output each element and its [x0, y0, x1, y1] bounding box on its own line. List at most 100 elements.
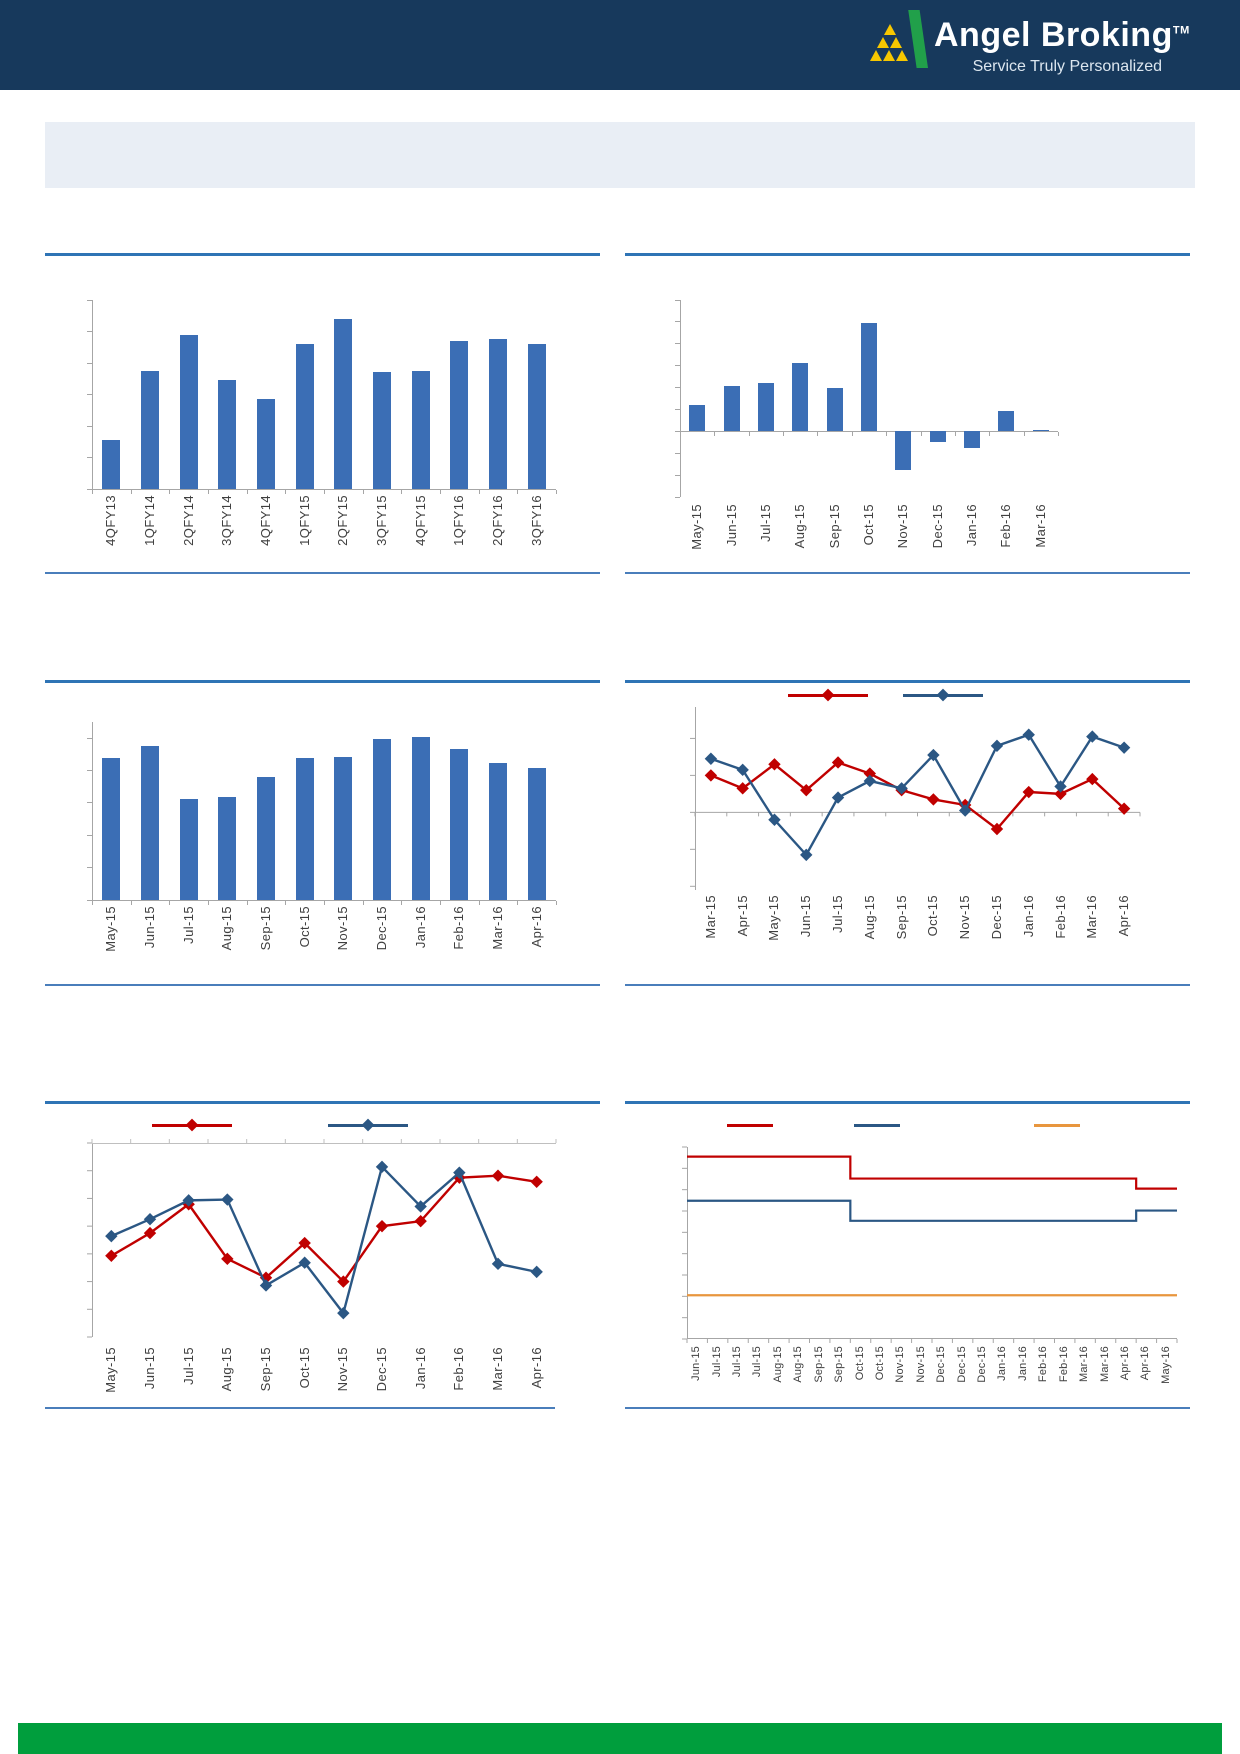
y-axis-tick — [675, 452, 680, 454]
exhibit-title-underline — [45, 1101, 600, 1104]
bar — [527, 767, 546, 900]
x-axis-label: Aug-15 — [219, 906, 235, 951]
x-axis-label: Mar-15 — [702, 895, 718, 939]
x-axis-tick — [324, 490, 325, 494]
x-axis-label: Mar-16 — [490, 906, 505, 950]
x-axis-label: Sep-15 — [893, 895, 909, 940]
y-axis-tick — [675, 321, 680, 323]
x-axis-label: 1QFY16 — [451, 495, 467, 546]
x-axis-label: Apr-16 — [528, 906, 544, 948]
x-axis-tick — [851, 432, 853, 437]
logo-triangle-icon — [883, 50, 895, 61]
bar — [861, 322, 877, 432]
x-axis-label: Feb-16 — [451, 906, 467, 950]
x-axis-label: Feb-16 — [451, 1347, 467, 1391]
x-axis-label: Dec-15 — [955, 1346, 968, 1383]
bar — [450, 340, 469, 489]
x-axis-tick — [440, 901, 441, 905]
exhibit-title-underline — [45, 680, 600, 683]
legend-line — [1034, 1124, 1080, 1127]
exhibit-section-monthly-bar: May-15 Jun-15 Jul-15 Aug-15 Sep-15 Oct-15 Nov-… — [45, 680, 600, 992]
x-axis-label: Nov-15 — [957, 895, 973, 940]
summary-banner — [45, 122, 1195, 188]
x-axis-tick — [714, 432, 716, 437]
y-axis-tick — [675, 474, 680, 476]
source-separator-line — [45, 1407, 555, 1409]
bar — [295, 344, 314, 489]
x-axis-label: Dec-15 — [935, 1346, 948, 1383]
x-axis-tick — [208, 901, 209, 905]
x-axis-label: 4QFY14 — [258, 495, 273, 546]
x-axis-label: May-15 — [103, 906, 119, 952]
y-axis-tick — [675, 496, 680, 498]
x-axis-label: Mar-16 — [1098, 1346, 1111, 1383]
chart-legend — [45, 1118, 600, 1132]
chart-canvas — [87, 1139, 557, 1338]
x-axis-label: Nov-15 — [914, 1346, 927, 1383]
x-axis-label: May-15 — [103, 1347, 119, 1393]
x-axis-label: Oct-15 — [853, 1346, 866, 1381]
bar — [334, 318, 353, 489]
x-axis-label: Apr-16 — [1139, 1346, 1152, 1381]
x-axis-label: Jun-15 — [798, 895, 814, 938]
logo-triangle-icon — [890, 37, 902, 48]
x-axis-label: Apr-16 — [1118, 1346, 1131, 1381]
x-axis-tick — [748, 432, 750, 437]
bar — [257, 776, 275, 900]
x-axis-label: Aug-15 — [792, 504, 808, 549]
bar — [218, 796, 237, 900]
bar — [334, 756, 353, 900]
x-axis — [680, 431, 1058, 433]
bar — [964, 431, 981, 448]
x-axis-label: 3QFY14 — [219, 495, 235, 546]
y-axis-tick — [87, 899, 92, 901]
x-axis-label: Oct-15 — [296, 1347, 312, 1389]
x-axis-label: Aug-15 — [771, 1346, 784, 1383]
exhibit-section-dual-line: Mar-15 Apr-15 May-15 Jun-15 Jul-15 Aug-15 Sep-… — [625, 680, 1190, 992]
chart-canvas — [690, 707, 1141, 890]
bar — [723, 386, 740, 432]
exhibit-section-quarterly-bar: 4QFY13 1QFY14 2QFY14 3QFY14 4QFY14 1QFY15 2QFY… — [45, 253, 600, 588]
quarterly-bar-chart — [87, 299, 557, 494]
x-axis-labels: May-15 Jun-15 Jul-15 Aug-15 Sep-15 Oct-15 Nov-… — [92, 1345, 556, 1405]
x-axis-label: Sep-15 — [826, 504, 842, 549]
y-axis-tick — [87, 362, 92, 364]
x-axis-label: 1QFY14 — [142, 495, 157, 546]
exhibit-title-underline — [625, 680, 1190, 683]
bar — [450, 748, 469, 900]
exhibit-section-monthly-bar-posneg: May-15 Jun-15 Jul-15 Aug-15 Sep-15 Oct-15 Nov-… — [625, 253, 1190, 588]
x-axis-label: Jul-15 — [751, 1346, 764, 1378]
x-axis-label: Mar-16 — [490, 1347, 505, 1391]
x-axis-label: Nov-15 — [894, 1346, 907, 1383]
x-axis — [92, 900, 556, 901]
exhibit-title-underline — [625, 1101, 1190, 1104]
brand-name: Angel BrokingTM — [934, 16, 1190, 54]
x-axis-tick — [92, 901, 93, 905]
x-axis-label: Feb-16 — [1057, 1346, 1070, 1383]
y-axis-tick — [675, 299, 680, 301]
x-axis-label: Apr-16 — [1116, 895, 1132, 937]
bar — [257, 399, 275, 489]
x-axis-tick — [92, 490, 93, 494]
x-axis-labels: May-15 Jun-15 Jul-15 Aug-15 Sep-15 Oct-15 Nov-… — [92, 904, 556, 980]
x-axis-tick — [989, 432, 991, 437]
x-axis-label: Jan-16 — [1016, 1346, 1029, 1381]
x-axis-label: Oct-15 — [873, 1346, 886, 1381]
x-axis-label: Sep-15 — [812, 1346, 825, 1383]
legend-swatch — [328, 1118, 408, 1132]
x-axis-label: Sep-15 — [258, 906, 273, 951]
logo-triangle-icon — [884, 24, 896, 35]
x-axis-tick — [401, 490, 403, 494]
source-separator-line — [45, 984, 600, 986]
x-axis-label: Dec-15 — [374, 906, 389, 951]
logo-triangle-icon — [870, 50, 882, 61]
legend-swatch — [903, 688, 983, 702]
x-axis-tick — [362, 901, 364, 905]
bar — [489, 339, 507, 489]
x-axis-label: Mar-16 — [1084, 895, 1100, 939]
x-axis-label: Jun-15 — [142, 906, 157, 949]
x-axis-label: Dec-15 — [988, 895, 1004, 940]
legend-diamond-icon — [185, 1118, 199, 1132]
x-axis-label: Jul-15 — [180, 906, 196, 944]
